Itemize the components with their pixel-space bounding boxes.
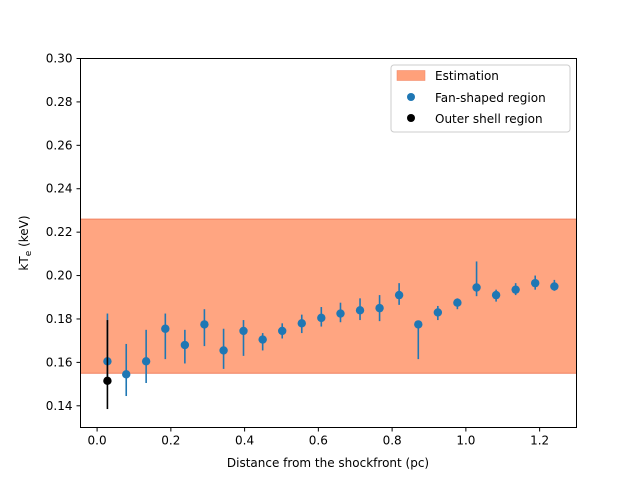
y-tick-label-8: 0.30 [46, 52, 73, 66]
legend: Estimation Fan-shaped region Outer shell… [390, 64, 571, 133]
y-tick-label-4: 0.22 [46, 225, 73, 239]
fan-shaped-region-point-9 [278, 326, 287, 336]
y-axis-label-subscript: e [24, 250, 34, 256]
fan-shaped-region-point-18 [453, 298, 462, 307]
y-axis-label-main: kT [17, 256, 31, 271]
fan-shaped-region-point-7 [239, 326, 248, 336]
y-tick-label-3: 0.20 [46, 269, 73, 283]
fan-shaped-region-point-19 [472, 283, 481, 292]
fan-shaped-region-point-5 [200, 320, 209, 329]
x-tick-label-6: 1.2 [530, 434, 549, 448]
outer-shell-region-series [103, 320, 112, 410]
fan-shaped-region-point-14 [375, 303, 384, 313]
legend-estimation-label: Estimation [435, 69, 499, 83]
estimation-band [80, 218, 577, 374]
fan-shaped-region-point-3 [161, 324, 170, 333]
outer-shell-region-point-0 [103, 376, 112, 386]
fan-shaped-region-point-17 [433, 308, 443, 317]
fan-shaped-region-point-11 [317, 313, 326, 323]
fan-shaped-region-point-12 [336, 309, 345, 318]
legend-fan-shaped-label: Fan-shaped region [435, 91, 546, 105]
y-tick-label-7: 0.28 [46, 95, 73, 109]
fan-shaped-region-point-1 [122, 370, 131, 379]
fan-shaped-region-point-4 [180, 340, 190, 350]
fan-shaped-region-point-23 [550, 282, 559, 291]
legend-fan-shaped-marker [407, 93, 415, 101]
fan-shaped-region-point-8 [258, 335, 267, 344]
fan-shaped-region-point-22 [530, 278, 540, 288]
x-axis-label: Distance from the shockfront (pc) [227, 456, 429, 470]
fan-shaped-region-point-2 [141, 357, 151, 366]
legend-outer-shell-label: Outer shell region [435, 112, 543, 126]
y-tick-label-5: 0.24 [46, 182, 73, 196]
y-tick-label-0: 0.14 [46, 399, 73, 413]
legend-outer-shell-marker [407, 114, 415, 122]
y-tick-label-6: 0.26 [46, 138, 73, 152]
x-tick-label-5: 1.0 [456, 434, 475, 448]
y-axis-label-unit: (keV) [17, 215, 31, 250]
x-tick-label-4: 0.8 [383, 434, 402, 448]
x-tick-label-1: 0.2 [161, 434, 180, 448]
x-tick-label-0: 0.0 [88, 434, 107, 448]
fan-shaped-region-point-10 [297, 319, 306, 328]
legend-estimation-swatch [396, 70, 426, 81]
plot-frame [80, 58, 577, 428]
x-tick-label-3: 0.6 [309, 434, 328, 448]
fan-shaped-region-point-13 [355, 306, 365, 315]
y-tick-label-1: 0.16 [46, 355, 73, 369]
fan-shaped-region-point-16 [414, 320, 423, 329]
y-tick-label-2: 0.18 [46, 312, 73, 326]
fan-shaped-region-point-6 [219, 346, 228, 355]
x-tick-label-2: 0.4 [235, 434, 254, 448]
fan-shaped-region-point-15 [394, 290, 404, 300]
fan-shaped-region-point-20 [491, 290, 501, 300]
fan-shaped-region-series [103, 261, 559, 397]
legend-box [390, 64, 571, 133]
y-axis-label: kTe (keV) [17, 215, 34, 270]
fan-shaped-region-point-21 [511, 285, 520, 294]
